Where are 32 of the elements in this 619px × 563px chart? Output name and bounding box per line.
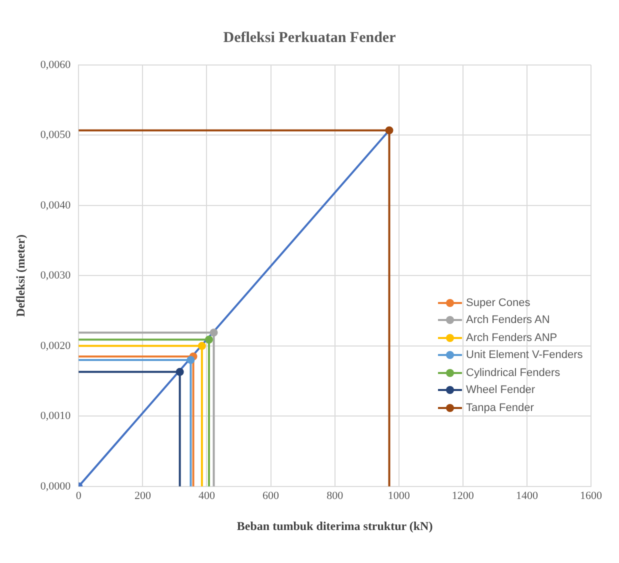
x-tick-label: 600 bbox=[262, 490, 280, 502]
x-tick-label: 0 bbox=[76, 490, 82, 502]
y-tick-label: 0,0020 bbox=[40, 340, 72, 352]
legend-label: Wheel Fender bbox=[466, 384, 536, 396]
x-tick-label: 1200 bbox=[452, 490, 474, 502]
point bbox=[210, 328, 218, 337]
x-tick-label: 1600 bbox=[580, 490, 602, 502]
y-tick-label: 0,0040 bbox=[40, 199, 72, 212]
point bbox=[198, 342, 206, 350]
point bbox=[204, 336, 213, 344]
y-tick-label: 0,0060 bbox=[40, 58, 72, 71]
y-axis-title: Defleksi (meter) bbox=[13, 234, 28, 317]
y-tick-label: 0,0030 bbox=[40, 270, 72, 282]
y-tick-label: 0,0050 bbox=[40, 129, 72, 142]
point bbox=[186, 356, 195, 364]
point bbox=[176, 368, 184, 376]
x-tick-label: 1400 bbox=[516, 490, 538, 502]
x-tick-label: 800 bbox=[326, 490, 344, 502]
legend-label: Arch Fenders ANP bbox=[466, 332, 558, 344]
x-tick-label: 400 bbox=[198, 490, 216, 502]
y-tick-label: 0,0000 bbox=[40, 480, 72, 492]
x-tick-label: 200 bbox=[134, 490, 152, 502]
chart-title: Defleksi Perkuatan Fender bbox=[222, 30, 397, 47]
x-tick-label: 1000 bbox=[388, 490, 410, 502]
point bbox=[385, 126, 394, 134]
legend-label: Arch Fenders AN bbox=[466, 314, 550, 326]
y-tick-label: 0,0010 bbox=[40, 410, 72, 422]
legend-label: Unit Element V-Fenders bbox=[466, 349, 583, 362]
legend-label: Cylindrical Fenders bbox=[466, 366, 560, 379]
x-axis-title: Beban tumbuk diterima struktur (kN) bbox=[236, 518, 433, 533]
legend-label: Super Cones bbox=[466, 296, 530, 309]
legend-label: Tanpa Fender bbox=[466, 402, 534, 414]
